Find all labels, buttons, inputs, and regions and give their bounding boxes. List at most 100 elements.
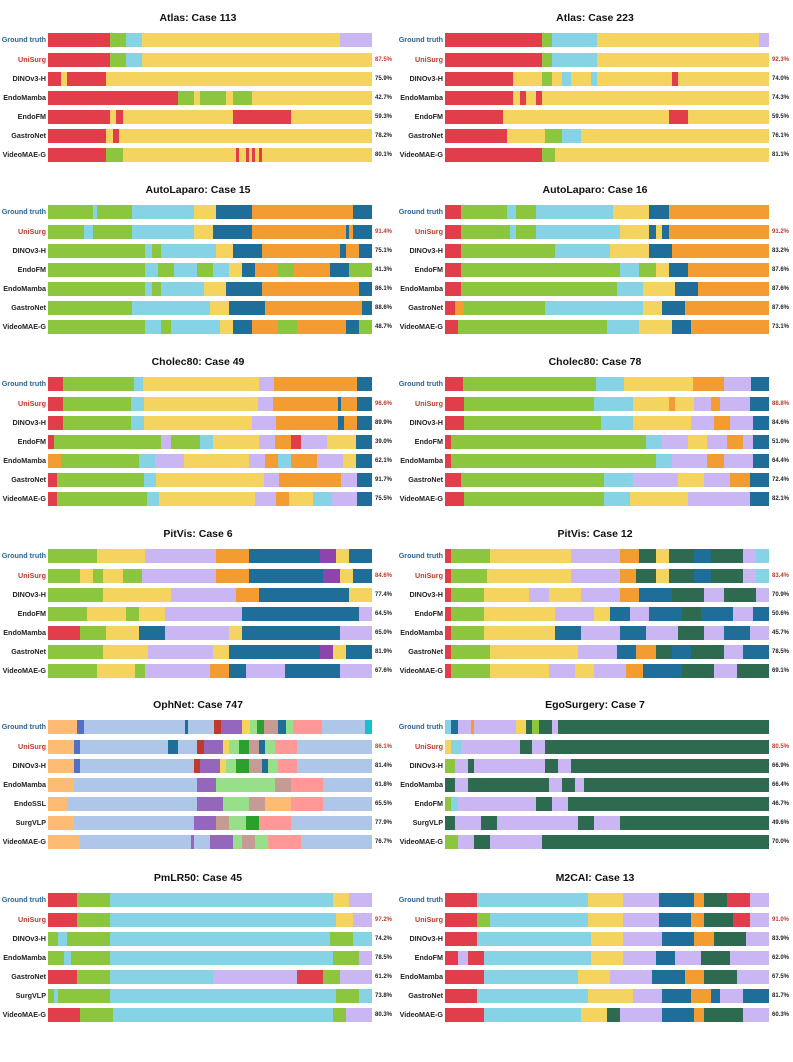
phase-segment [445, 970, 485, 984]
accuracy-label: 82.1% [772, 496, 790, 502]
model-label: UniSurg [18, 227, 46, 236]
chart-row: EndoMamba 87.6% [397, 282, 793, 296]
chart-title: PitVis: Case 6 [163, 528, 233, 540]
phase-segment [542, 53, 553, 67]
phase-segment [594, 607, 611, 621]
model-label: UniSurg [18, 571, 46, 580]
phase-segment [161, 320, 172, 334]
phase-segment [542, 72, 553, 86]
phase-segment [707, 454, 725, 468]
phase-segment [749, 893, 769, 907]
phase-segment [252, 320, 279, 334]
phase-segment [645, 435, 663, 449]
phase-segment [590, 932, 624, 946]
accuracy-label: 77.9% [375, 820, 393, 826]
phase-segment [109, 913, 337, 927]
chart-row: DINOv3-H 74.2% [0, 932, 396, 946]
phase-segment [352, 932, 372, 946]
phase-segment [649, 225, 657, 239]
phase-segment [103, 569, 123, 583]
phase-segment [154, 454, 185, 468]
phase-segment [451, 549, 491, 563]
chart-row: EndoMamba 65.0% [0, 626, 396, 640]
phase-segment [297, 970, 324, 984]
chart-row: UniSurg 91.4% [0, 225, 396, 239]
phase-segment [229, 263, 243, 277]
phase-segment [649, 244, 673, 258]
phase-segment [138, 454, 156, 468]
phase-segment [752, 416, 769, 430]
phase-segment [242, 607, 360, 621]
phase-bar [445, 913, 769, 927]
phase-segment [542, 148, 556, 162]
accuracy-label: 80.5% [772, 744, 790, 750]
phase-segment [513, 72, 543, 86]
chart-title: PmLR50: Case 45 [153, 872, 243, 884]
phase-segment [545, 301, 644, 315]
phase-segment [445, 72, 514, 86]
phase-segment [457, 720, 472, 734]
phase-segment [48, 664, 98, 678]
phase-segment [109, 970, 214, 984]
phase-segment [333, 1008, 347, 1022]
model-label: EndoFM [414, 265, 443, 274]
model-label: Ground truth [1, 551, 46, 560]
phase-segment [464, 397, 595, 411]
accuracy-label: 39.0% [375, 439, 393, 445]
phase-segment [222, 797, 250, 811]
phase-segment [48, 588, 104, 602]
phase-segment [356, 473, 372, 487]
chart-row: DINOv3-H 84.6% [397, 416, 793, 430]
phase-segment [445, 1008, 485, 1022]
phase-segment [200, 759, 221, 773]
phase-segment [323, 569, 341, 583]
accuracy-label: 42.7% [375, 95, 393, 101]
phase-segment [639, 588, 673, 602]
phase-segment [109, 893, 334, 907]
phase-segment [323, 778, 372, 792]
phase-segment [93, 569, 104, 583]
phase-segment [235, 588, 260, 602]
phase-segment [467, 951, 485, 965]
phase-segment [551, 33, 598, 47]
phase-segment [177, 740, 198, 754]
phase-segment [445, 816, 456, 830]
phase-segment [749, 913, 769, 927]
chart-row: EndoFM 39.0% [0, 435, 396, 449]
phase-segment [291, 435, 302, 449]
phase-segment [623, 932, 663, 946]
phase-bar [445, 110, 769, 124]
model-label: VideoMAE-G [2, 150, 46, 159]
phase-segment [258, 148, 263, 162]
phase-segment [445, 301, 456, 315]
phase-segment [344, 416, 358, 430]
phase-segment [356, 377, 372, 391]
model-label: GastroNet [408, 475, 443, 484]
phase-segment [148, 645, 214, 659]
phase-segment [445, 129, 508, 143]
phase-segment [258, 816, 292, 830]
phase-bar [48, 435, 372, 449]
phase-segment [639, 263, 657, 277]
phase-segment [532, 740, 546, 754]
phase-segment [48, 397, 64, 411]
model-label: EndoMamba [400, 284, 443, 293]
phase-bar [445, 473, 769, 487]
phase-segment [274, 377, 358, 391]
phase-bar [48, 1008, 372, 1022]
chart-row: EndoSSL 65.5% [0, 797, 396, 811]
phase-segment [48, 932, 59, 946]
chart-row: Ground truth [397, 549, 793, 563]
phase-segment [220, 720, 243, 734]
model-label: UniSurg [415, 742, 443, 751]
phase-bar [445, 893, 769, 907]
model-label: EndoFM [17, 265, 46, 274]
chart-row: VideoMAE-G 75.5% [0, 492, 396, 506]
phase-segment [63, 397, 132, 411]
accuracy-label: 91.7% [375, 477, 393, 483]
phase-segment [213, 225, 253, 239]
phase-segment [490, 645, 579, 659]
phase-segment [359, 320, 372, 334]
phase-segment [451, 626, 485, 640]
phase-segment [294, 263, 331, 277]
